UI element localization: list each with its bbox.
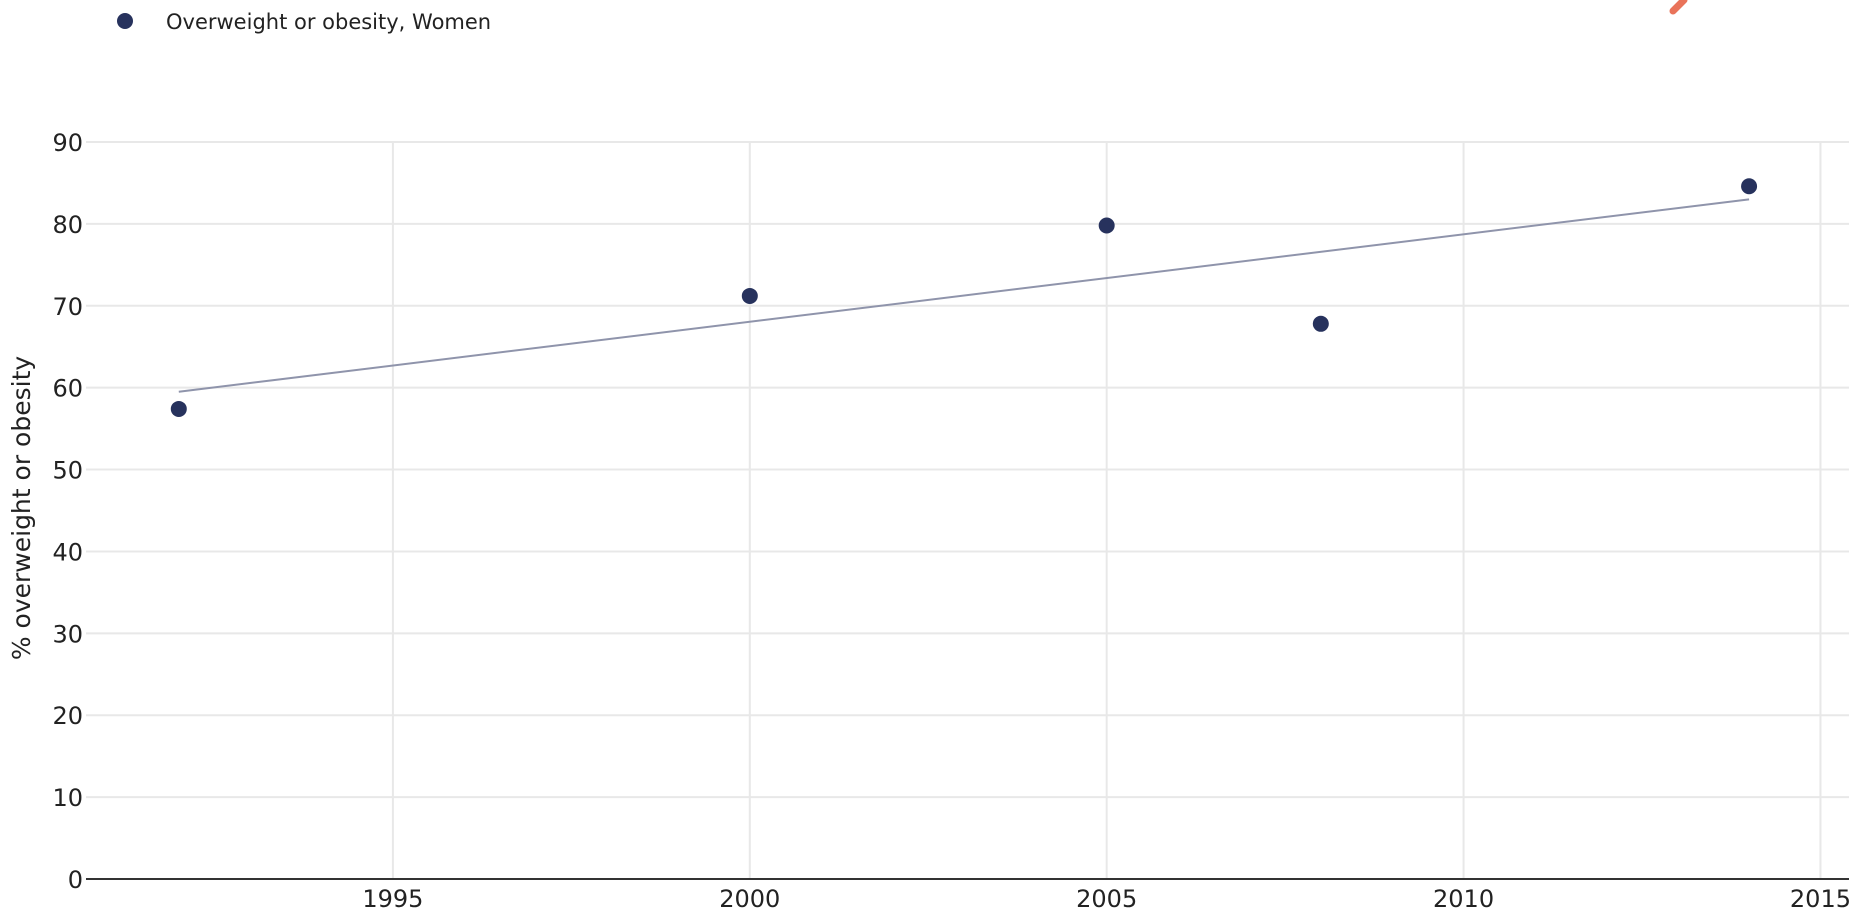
x-tick-label: 2015 <box>1790 885 1851 913</box>
x-tick-label: 2000 <box>719 885 780 913</box>
y-tick-label: 20 <box>52 702 83 730</box>
legend-marker <box>117 13 133 29</box>
x-tick-label: 2005 <box>1076 885 1137 913</box>
y-tick-label: 0 <box>68 866 83 894</box>
trend-line <box>178 198 1750 393</box>
y-tick-label: 30 <box>52 620 83 648</box>
data-point[interactable] <box>1312 315 1329 332</box>
y-tick-label: 60 <box>52 375 83 403</box>
y-tick-label: 10 <box>52 784 83 812</box>
data-point[interactable] <box>1098 217 1115 234</box>
accent-mark <box>1669 0 1688 15</box>
y-tick-label: 70 <box>52 293 83 321</box>
data-point[interactable] <box>1741 178 1758 195</box>
x-tick-label: 1995 <box>362 885 423 913</box>
y-tick-label: 50 <box>52 457 83 485</box>
y-tick-label: 80 <box>52 211 83 239</box>
y-axis-title: % overweight or obesity <box>7 356 36 661</box>
label-layer: 0 10 20 30 40 50 60 70 80 90 1995 2000 2005 2010 2015 <box>52 129 1851 913</box>
trend-layer <box>178 198 1750 393</box>
data-point[interactable] <box>741 287 758 304</box>
y-tick-label: 40 <box>52 538 83 566</box>
data-point[interactable] <box>170 400 187 417</box>
grid-layer <box>86 141 1849 879</box>
legend: Overweight or obesity, Women <box>117 10 491 34</box>
y-tick-label: 90 <box>52 129 83 157</box>
point-layer <box>170 178 1758 417</box>
x-tick-label: 2010 <box>1433 885 1494 913</box>
legend-label: Overweight or obesity, Women <box>166 10 491 34</box>
